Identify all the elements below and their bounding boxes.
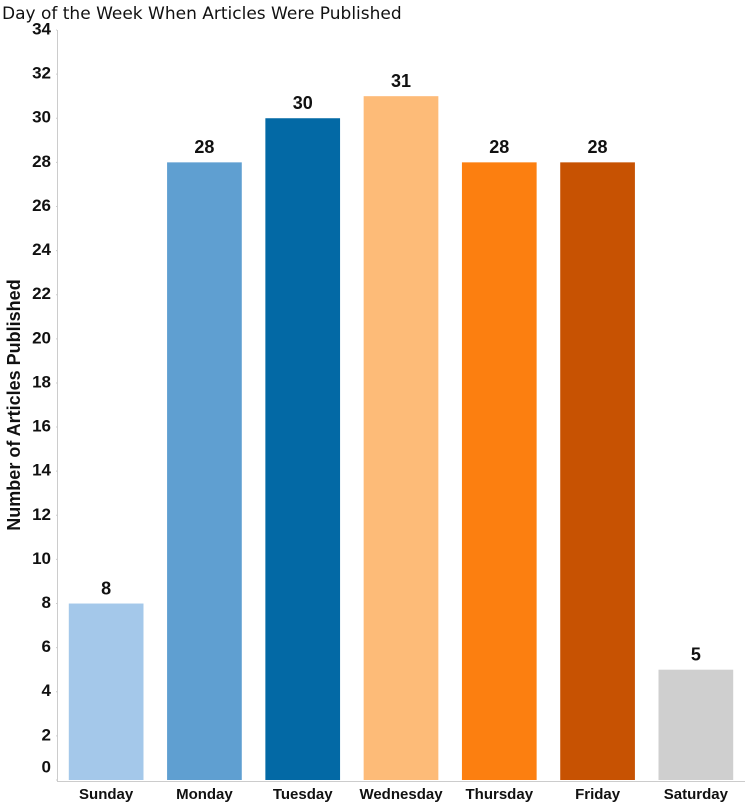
y-tick-label: 14 [32,461,51,480]
value-label: 28 [194,137,214,157]
y-tick-label: 22 [32,284,51,303]
value-label: 5 [691,644,701,664]
bar [461,162,537,781]
chart-title: Day of the Week When Articles Were Publi… [2,4,402,24]
y-tick-label: 2 [42,725,51,744]
y-tick-label: 16 [32,417,51,436]
y-tick-label: 32 [32,64,51,83]
y-tick-label: 10 [32,549,51,568]
x-tick-label: Tuesday [273,786,333,803]
y-tick-label: 34 [32,19,51,38]
value-label: 28 [489,137,509,157]
bar [560,162,635,781]
bar [68,603,144,780]
x-tick-label: Sunday [79,786,134,803]
value-label: 28 [588,137,608,157]
x-tick-label: Thursday [466,786,534,803]
y-tick-label: 0 [42,757,51,776]
value-label: 8 [101,578,111,598]
bar [363,96,439,781]
y-tick-label: 4 [42,681,52,700]
x-tick-label: Friday [575,786,621,803]
x-tick-label: Monday [176,786,233,803]
y-tick-label: 30 [32,108,51,127]
y-tick-label: 12 [32,505,51,524]
bar [265,118,341,780]
bar [658,669,734,780]
bar [167,162,242,781]
y-tick-label: 20 [32,328,51,347]
value-label: 31 [391,71,411,91]
x-tick-label: Saturday [664,786,729,803]
y-tick-label: 8 [42,593,51,612]
y-tick-label: 26 [32,196,51,215]
y-tick-label: 28 [32,152,51,171]
y-axis-label: Number of Articles Published [4,279,24,530]
y-tick-label: 24 [32,240,51,259]
y-tick-label: 18 [32,372,51,391]
y-tick-label: 6 [42,637,51,656]
x-tick-label: Wednesday [359,786,443,803]
value-label: 30 [293,93,313,113]
